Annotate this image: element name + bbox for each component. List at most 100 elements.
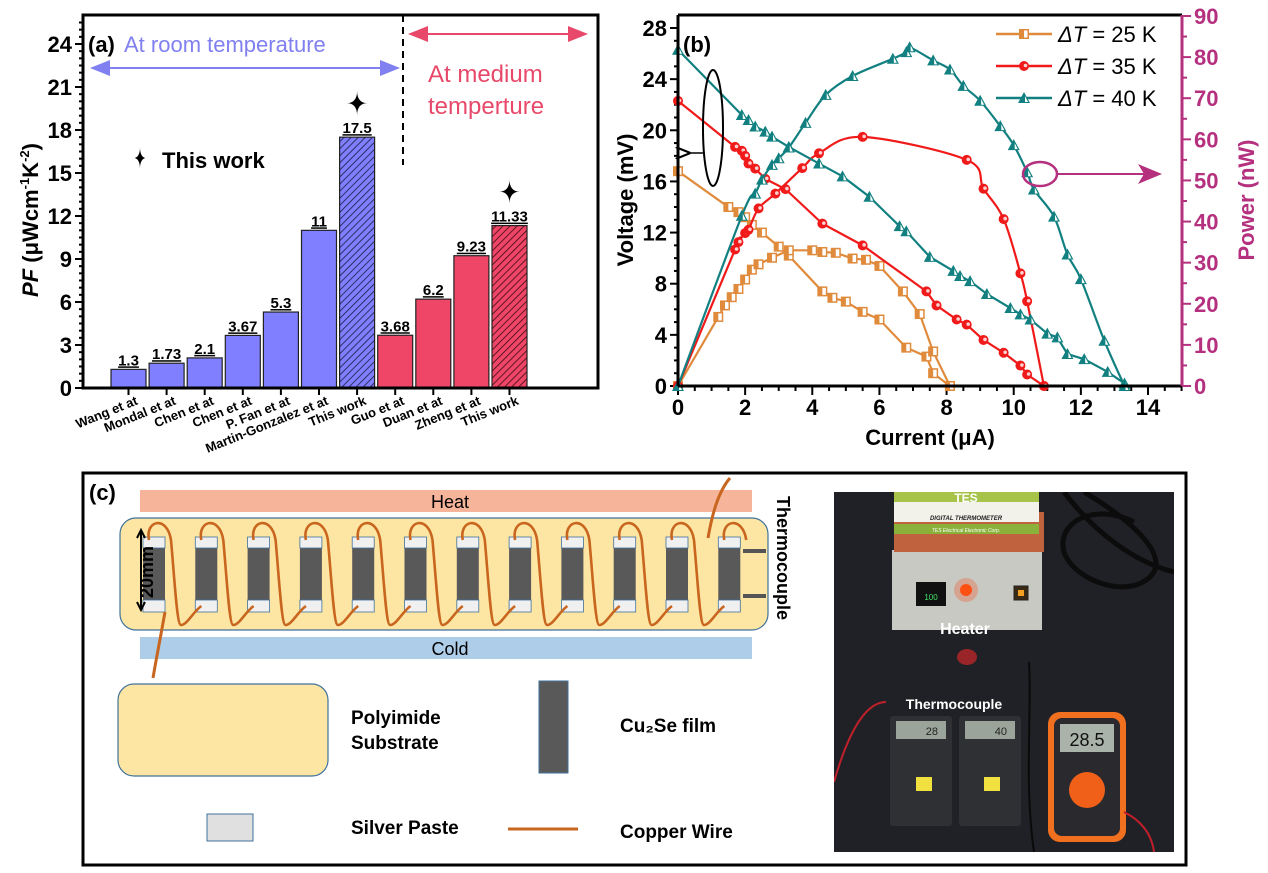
bar bbox=[148, 362, 185, 389]
silver-paste-top bbox=[665, 536, 689, 549]
silver-paste-top bbox=[194, 536, 218, 549]
marker-highlight bbox=[1023, 63, 1028, 68]
box-label-2: TES Electrical Electronic Corp. bbox=[932, 528, 1000, 534]
marker-highlight bbox=[961, 274, 964, 281]
marker-highlight bbox=[950, 67, 954, 74]
x-tick-label: 10 bbox=[1001, 395, 1025, 420]
multimeter-dial bbox=[1069, 772, 1105, 808]
medium-region-label-line1: At medium bbox=[428, 61, 543, 88]
marker-highlight bbox=[1025, 96, 1028, 102]
thermometer-1-reading: 28 bbox=[926, 726, 938, 738]
legend-value: = 25 K bbox=[1086, 22, 1157, 47]
y-axis-ticks: 0 3 6 9 12 15 18 21 24 bbox=[48, 21, 83, 401]
marker-highlight bbox=[1026, 372, 1031, 376]
panel-label-c: (c) bbox=[89, 480, 116, 505]
controller-display bbox=[916, 582, 946, 606]
marker-highlight bbox=[835, 249, 840, 257]
marker-highlight bbox=[789, 145, 793, 152]
thermometer-1-screen bbox=[896, 721, 946, 739]
y-right-tick-label: 40 bbox=[1194, 210, 1218, 235]
triangle-marker bbox=[759, 125, 772, 137]
series-dT40 bbox=[672, 41, 1131, 391]
y-tick-label: 21 bbox=[48, 75, 72, 100]
y-tick-label: 12 bbox=[48, 204, 72, 229]
bar bbox=[377, 334, 414, 389]
marker-highlight bbox=[853, 74, 857, 81]
silver-paste-bottom bbox=[194, 599, 218, 613]
marker-highlight bbox=[756, 191, 760, 198]
y-right-tick-label: 70 bbox=[1194, 86, 1218, 111]
cu2se-leg bbox=[666, 537, 688, 612]
marker-highlight bbox=[971, 279, 975, 286]
marker-highlight bbox=[987, 291, 991, 298]
marker-highlight bbox=[679, 47, 682, 54]
star-icon bbox=[499, 179, 520, 204]
marker-highlight bbox=[906, 344, 910, 352]
marker-highlight bbox=[1001, 124, 1005, 131]
y-right-tick-label: 0 bbox=[1194, 374, 1206, 399]
silver-paste-bottom bbox=[613, 599, 637, 613]
marker-highlight bbox=[1031, 317, 1035, 324]
marker-highlight bbox=[870, 194, 874, 201]
marker-highlight bbox=[756, 124, 760, 131]
dimension-label: 20mm bbox=[137, 546, 157, 598]
bar bbox=[262, 311, 299, 389]
marker-highlight bbox=[845, 298, 850, 306]
marker-highlight bbox=[764, 176, 769, 181]
y-right-tick-label: 10 bbox=[1194, 333, 1218, 358]
y-tick-label: 12 bbox=[643, 221, 667, 246]
silver-paste-bottom bbox=[351, 599, 375, 613]
marker-highlight bbox=[718, 313, 722, 321]
marker-highlight bbox=[1058, 335, 1062, 342]
marker-highlight bbox=[742, 213, 746, 220]
marker-highlight bbox=[1105, 338, 1109, 345]
series-dT35 bbox=[673, 95, 1049, 391]
marker-highlight bbox=[745, 213, 749, 221]
silver-paste-top bbox=[456, 536, 480, 549]
triangle-marker bbox=[836, 170, 849, 182]
y-tick-label: 6 bbox=[60, 290, 72, 315]
cu2se-leg bbox=[299, 537, 322, 612]
bar-value-label: 5.3 bbox=[270, 295, 291, 312]
bar-value-label: 3.67 bbox=[228, 318, 257, 335]
y-tick-label: 9 bbox=[60, 247, 72, 272]
marker-highlight bbox=[902, 287, 907, 295]
marker-highlight bbox=[766, 129, 770, 136]
y-tick-label: 8 bbox=[655, 272, 667, 297]
marker-highlight bbox=[820, 161, 823, 168]
thermocouple-photo-label: Thermocouple bbox=[906, 696, 1003, 712]
silver-paste-bottom bbox=[508, 599, 532, 613]
photo-drawing: DIGITAL THERMOMETER TES Electrical Elect… bbox=[834, 492, 1174, 852]
marker-highlight bbox=[762, 177, 766, 184]
thermometer-1-plug bbox=[916, 777, 932, 791]
y-tick-label: 3 bbox=[60, 333, 72, 358]
bar-value-label: 9.23 bbox=[457, 239, 486, 256]
marker-highlight bbox=[734, 144, 739, 149]
legend-delta: ΔT bbox=[1057, 22, 1088, 47]
silver-paste-top bbox=[299, 536, 323, 549]
marker-highlight bbox=[862, 243, 866, 247]
multimeter-reading: 28.5 bbox=[1069, 730, 1104, 750]
thermoelectric-legs bbox=[142, 521, 748, 627]
silver-paste-top bbox=[404, 536, 427, 549]
marker-highlight bbox=[806, 120, 810, 127]
y-tick-label: 0 bbox=[655, 374, 667, 399]
marker-highlight bbox=[748, 227, 752, 232]
marker-highlight bbox=[1020, 363, 1024, 367]
legend-label-dT25: ΔT = 25 K bbox=[1057, 22, 1157, 47]
bar-value-label: 17.5 bbox=[342, 120, 371, 137]
bar-value-label: 11 bbox=[311, 213, 327, 230]
silver-paste-bottom bbox=[561, 599, 584, 613]
marker-highlight bbox=[900, 224, 904, 231]
marker-highlight bbox=[758, 206, 762, 210]
marker-highlight bbox=[773, 162, 776, 169]
marker-highlight bbox=[936, 303, 940, 307]
marker-highlight bbox=[926, 353, 930, 361]
marker-highlight bbox=[773, 134, 776, 141]
marker-highlight bbox=[933, 347, 937, 355]
bar-value-label: 1.73 bbox=[152, 346, 181, 363]
marker-highlight bbox=[788, 246, 793, 254]
marker-highlight bbox=[822, 221, 826, 225]
y-axis-label-a: PF (μWcm-1K-2) bbox=[17, 143, 43, 297]
